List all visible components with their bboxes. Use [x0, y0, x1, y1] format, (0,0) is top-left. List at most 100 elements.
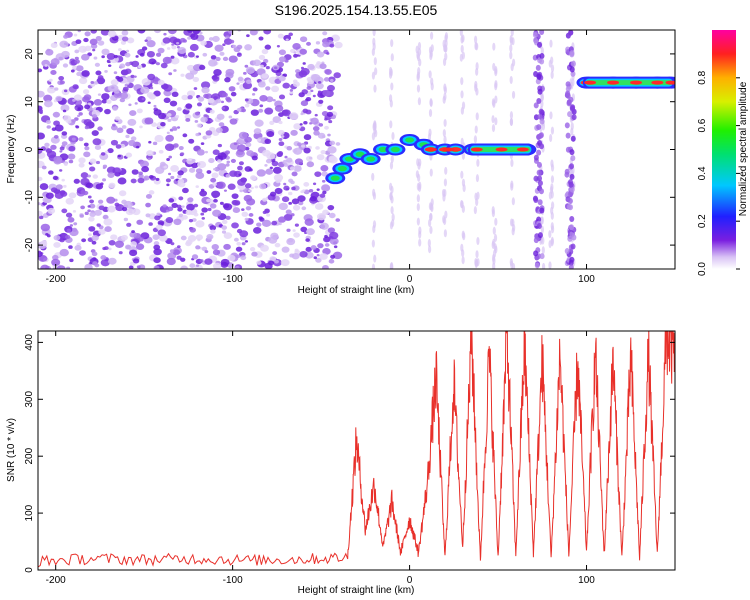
heatmap-cell — [130, 178, 137, 184]
heatmap-cell — [65, 197, 74, 205]
heatmap-cell — [429, 213, 433, 222]
heatmap-cell — [180, 257, 186, 262]
heatmap-cell — [417, 41, 422, 50]
heatmap-cell — [565, 90, 571, 97]
heatmap-cell — [229, 118, 238, 125]
heatmap-cell — [319, 193, 326, 198]
heatmap-cell — [282, 82, 290, 89]
heatmap-cell — [75, 39, 82, 44]
heatmap-cell — [107, 205, 116, 213]
heatmap-cell — [372, 30, 376, 37]
heatmap-cell — [372, 191, 377, 200]
heatmap-cell — [391, 132, 395, 141]
heatmap-cell — [87, 205, 91, 208]
heatmap-cell — [216, 113, 225, 120]
heatmap-cell — [305, 155, 313, 162]
heatmap-cell — [371, 71, 376, 80]
heatmap-cell — [444, 166, 448, 175]
heatmap-cell — [124, 52, 131, 58]
heatmap-cell — [196, 149, 205, 156]
heatmap-cell — [163, 32, 167, 36]
heatmap-cell — [251, 155, 258, 161]
heatmap-cell — [171, 45, 177, 50]
heatmap-cell — [207, 207, 212, 212]
heatmap-cell — [533, 102, 539, 109]
heatmap-cell — [112, 106, 118, 111]
heatmap-cell — [565, 86, 571, 93]
heatmap-cell — [302, 189, 306, 192]
heatmap-cell — [219, 51, 225, 56]
heatmap-cell — [261, 219, 272, 227]
heatmap-cell — [443, 83, 447, 92]
heatmap-cell — [418, 238, 422, 247]
heatmap-cell — [429, 98, 433, 107]
heatmap-cell — [264, 209, 270, 214]
heatmap-cell — [83, 151, 91, 158]
heatmap-cell — [162, 37, 171, 44]
heatmap-cell — [121, 207, 128, 212]
heatmap-cell — [153, 257, 161, 264]
heatmap-cell — [112, 167, 121, 175]
heatmap-cell — [107, 148, 114, 154]
heatmap-cell — [212, 76, 220, 82]
heatmap-cell — [569, 51, 575, 58]
heatmap-cell — [569, 186, 575, 193]
heatmap-cell — [82, 89, 90, 95]
heatmap-cell — [269, 191, 277, 197]
heatmap-cell — [200, 81, 211, 89]
heatmap-cell — [373, 84, 377, 93]
heatmap-cell — [306, 161, 315, 168]
heatmap-cell — [550, 225, 555, 234]
ridge-core — [665, 80, 675, 85]
heatmap-cell — [492, 42, 496, 51]
heatmap-cell — [187, 30, 193, 33]
heatmap-cell — [416, 217, 420, 226]
heatmap-cell — [549, 111, 553, 120]
heatmap-cell — [125, 134, 130, 139]
heatmap-cell — [280, 259, 290, 267]
heatmap-cell — [239, 230, 249, 238]
heatmap-cell — [121, 234, 128, 241]
heatmap-cell — [145, 202, 151, 208]
heatmap-cell — [166, 112, 172, 117]
heatmap-cell — [39, 255, 48, 262]
heatmap-cell — [541, 236, 545, 245]
heatmap-cell — [155, 177, 160, 181]
heatmap-cell — [312, 126, 320, 132]
heatmap-cell — [333, 245, 338, 249]
heatmap-cell — [155, 62, 160, 66]
heatmap-cell — [541, 122, 546, 131]
heatmap-cell — [327, 204, 335, 211]
heatmap-cell — [491, 115, 495, 124]
heatmap-cell — [80, 189, 86, 195]
heatmap-cell — [84, 104, 91, 110]
heatmap-cell — [494, 117, 498, 126]
heatmap-cell — [116, 127, 124, 134]
heatmap-cell — [68, 192, 77, 199]
heatmap-cell — [327, 146, 337, 154]
heatmap-cell — [492, 226, 496, 235]
heatmap-cell — [461, 51, 465, 60]
heatmap-cell — [265, 168, 274, 175]
heatmap-cell — [430, 31, 434, 40]
heatmap-cell — [372, 220, 377, 229]
heatmap-cell — [278, 75, 286, 82]
heatmap-cell — [171, 202, 178, 209]
heatmap-cell — [509, 218, 514, 227]
heatmap-cell — [65, 234, 71, 240]
heatmap-cell — [98, 228, 106, 235]
heatmap-cell — [221, 106, 226, 110]
heatmap-cell — [550, 56, 554, 65]
heatmap-cell — [243, 71, 247, 75]
heatmap-cell — [171, 126, 178, 131]
heatmap-cell — [264, 107, 274, 115]
heatmap-cell — [163, 84, 173, 92]
heatmap-cell — [72, 210, 77, 213]
heatmap-cell — [389, 191, 393, 200]
heatmap-cell — [217, 163, 227, 171]
heatmap-cell — [165, 217, 174, 224]
heatmap-cell — [148, 174, 154, 179]
heatmap-cell — [185, 117, 191, 122]
heatmap-cell — [195, 185, 199, 189]
colorbar-tick-label: 0.6 — [697, 118, 708, 132]
